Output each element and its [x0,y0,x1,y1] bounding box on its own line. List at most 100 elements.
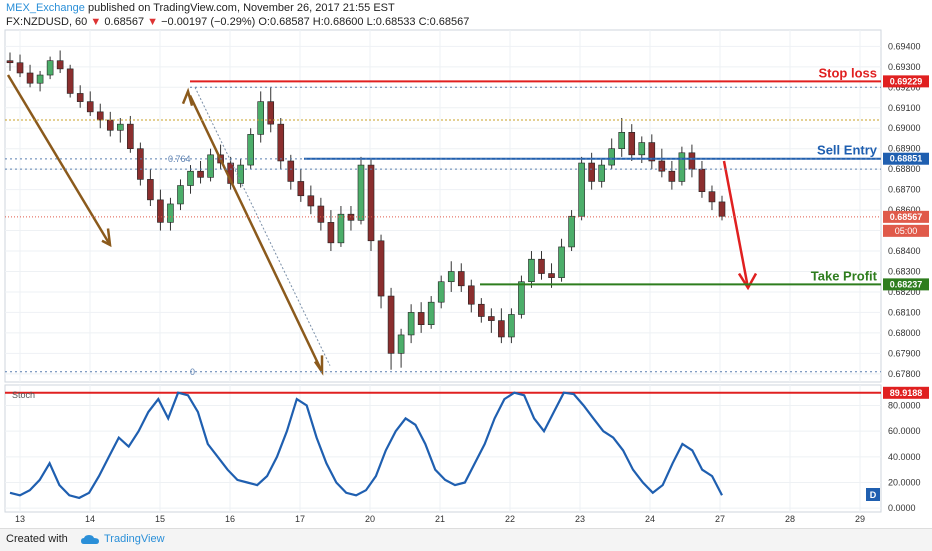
candle-body [387,295,395,354]
candle-body [197,170,204,178]
candle-body [518,281,525,315]
candle-body [678,152,686,182]
candle-body [337,213,345,244]
down-triangle-icon: ▼ [147,16,159,28]
candle-body [437,281,445,303]
candle-body [86,101,94,113]
time-tick-label: 27 [715,514,725,524]
close-value: C:0.68567 [418,16,470,28]
candle-body [157,199,164,223]
price-tick-label: 0.69400 [888,41,921,51]
candle-body [317,205,325,223]
publish-info: MEX_Exchange published on TradingView.co… [6,2,395,14]
candle-body [397,334,405,354]
price-chart[interactable]: 0.694000.693000.692000.691000.690000.689… [0,0,932,528]
data-window-icon: D [870,490,877,500]
price-tick-label: 0.68900 [888,144,921,154]
candle-body [718,201,726,217]
stoch-tick-label: 20.0000 [888,477,921,487]
fib-level-label: 0.764 [168,154,191,164]
time-tick-label: 29 [855,514,865,524]
created-with-text: Created with [6,533,68,545]
fib-diagonal[interactable] [194,87,331,366]
data-window-button[interactable] [866,488,880,501]
time-tick-label: 13 [15,514,25,524]
down-triangle-icon: ▼ [90,16,102,28]
candle-body [147,179,154,201]
current-price-price-tag [883,210,929,223]
time-tick-label: 16 [225,514,235,524]
footer-bar: Created with TradingView [0,528,932,551]
stoch-tick-label: 80.0000 [888,401,921,411]
price-change: −0.00197 (−0.29%) [161,16,256,28]
candle-body [538,258,545,274]
price-tick-label: 0.68300 [888,266,921,276]
stoch-pane[interactable] [4,384,882,513]
candle-body [277,123,285,162]
high-value: H:0.68600 [312,16,364,28]
stoch-label: Stoch [12,390,35,400]
tradingview-link[interactable]: TradingView [104,533,165,545]
candle-body [578,162,585,217]
stoch-line[interactable] [9,391,723,500]
time-tick-label: 20 [365,514,375,524]
price-pane[interactable] [4,29,882,383]
candle-body [367,164,375,242]
candle-body [177,185,184,205]
candle-body [187,170,194,186]
publisher-name[interactable]: MEX_Exchange [6,2,85,14]
candle-body [548,273,555,278]
candle-body [96,111,104,121]
projection-arrow[interactable] [722,160,750,289]
candle-body [307,195,315,207]
price-tick-label: 0.67800 [888,369,921,379]
stop-loss-price-tag [883,75,929,88]
take-profit-label: Take Profit [811,268,878,283]
candle-body [618,132,626,149]
arrowhead-icon [101,228,112,248]
candle-body [56,60,64,70]
sell-entry-price-tag [883,152,929,165]
candle-body [668,170,676,182]
candle-body [628,132,636,156]
price-tick-label: 0.67900 [888,348,921,358]
candle-body [36,74,44,84]
take-profit-price-tag [883,278,929,291]
candle-body [257,101,265,135]
candle-body [6,60,14,64]
stoch-overbought-tag-text: 89.9188 [890,388,923,398]
candle-body [106,119,114,131]
open-value: O:0.68587 [258,16,310,28]
trend-arrow-line[interactable] [6,74,112,246]
candle-body [327,222,335,244]
time-tick-label: 28 [785,514,795,524]
candle-body [638,142,646,156]
candle-body [127,123,134,149]
candle-body [66,68,74,94]
time-tick-label: 21 [435,514,445,524]
trend-arrow-line[interactable] [188,94,324,373]
sell-entry-label: Sell Entry [817,143,878,158]
candle-body [688,152,696,170]
price-tick-label: 0.69300 [888,62,921,72]
price-tick-label: 0.68200 [888,287,921,297]
countdown-tag-text: 05:00 [895,226,918,236]
price-tick-label: 0.69000 [888,123,921,133]
price-tick-label: 0.68700 [888,185,921,195]
time-tick-label: 22 [505,514,515,524]
candle-body [698,168,706,192]
candle-body [608,148,615,166]
candle-body [558,246,565,278]
candle-body [16,62,24,74]
candle-body [167,203,174,223]
price-tick-label: 0.68400 [888,246,921,256]
stoch-tick-label: 40.0000 [888,452,921,462]
candle-body [467,285,475,305]
candle-body [508,314,515,338]
candle-body [427,301,435,325]
candle-body [648,142,656,162]
take-profit-price-tag-text: 0.68237 [890,279,923,289]
candle-body [588,162,595,182]
published-text: published on TradingView.com, November 2… [87,2,395,14]
candle-body [498,320,505,338]
